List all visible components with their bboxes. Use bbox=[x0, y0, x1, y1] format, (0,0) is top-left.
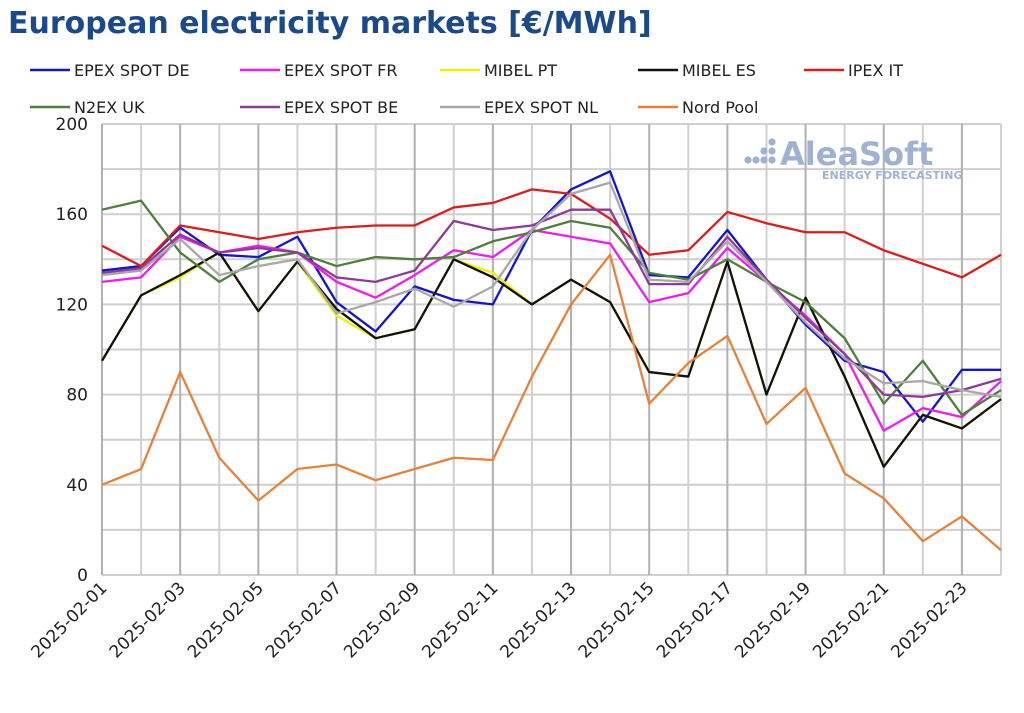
x-tick-label: 2025-02-15 bbox=[575, 578, 659, 662]
watermark-text: AleaSoft bbox=[780, 135, 933, 173]
legend-label: IPEX IT bbox=[848, 61, 903, 80]
series-line-mibel-es bbox=[101, 251, 1002, 468]
legend-label: N2EX UK bbox=[74, 98, 145, 117]
series-line-epex-spot-fr bbox=[101, 228, 1002, 432]
x-tick-label: 2025-02-05 bbox=[184, 578, 268, 662]
x-tick-label: 2025-02-23 bbox=[887, 578, 971, 662]
legend-label: EPEX SPOT FR bbox=[284, 61, 398, 80]
y-tick-label: 120 bbox=[56, 295, 88, 315]
logo-dot bbox=[768, 156, 776, 164]
legend-label: Nord Pool bbox=[682, 98, 758, 117]
logo-dot bbox=[768, 138, 776, 146]
logo-dot bbox=[768, 147, 776, 155]
y-tick-label: 80 bbox=[66, 386, 88, 406]
series-line-epex-spot-be bbox=[101, 208, 1002, 399]
watermark-subtext: ENERGY FORECASTING bbox=[822, 169, 962, 182]
legend-label: EPEX SPOT NL bbox=[484, 98, 598, 117]
x-tick-label: 2025-02-11 bbox=[418, 578, 502, 662]
x-tick-label: 2025-02-19 bbox=[731, 578, 815, 662]
series-line-epex-spot-de bbox=[101, 170, 1001, 423]
legend-label: MIBEL ES bbox=[682, 61, 756, 80]
x-tick-label: 2025-02-01 bbox=[28, 578, 112, 662]
x-tick-label: 2025-02-21 bbox=[809, 578, 893, 662]
legend-label: EPEX SPOT BE bbox=[284, 98, 398, 117]
x-tick-label: 2025-02-07 bbox=[262, 578, 346, 662]
x-tick-label: 2025-02-03 bbox=[106, 578, 190, 662]
chart-title: European electricity markets [€/MWh] bbox=[8, 6, 652, 41]
logo-dot bbox=[760, 156, 768, 164]
logo-dot bbox=[744, 156, 752, 164]
x-tick-label: 2025-02-17 bbox=[653, 578, 737, 662]
logo-dot bbox=[752, 156, 760, 164]
y-tick-label: 200 bbox=[56, 115, 88, 135]
series-line-n2ex-uk bbox=[101, 199, 1002, 417]
y-tick-label: 40 bbox=[66, 476, 88, 496]
y-tick-label: 160 bbox=[56, 205, 88, 225]
logo-dot bbox=[760, 147, 768, 155]
series-line-nord-pool bbox=[101, 253, 1002, 552]
legend-label: MIBEL PT bbox=[484, 61, 557, 80]
x-tick-label: 2025-02-13 bbox=[497, 578, 581, 662]
series-line-mibel-pt bbox=[101, 251, 1002, 468]
legend-label: EPEX SPOT DE bbox=[74, 61, 190, 80]
x-tick-label: 2025-02-09 bbox=[340, 578, 424, 662]
series-line-epex-spot-nl bbox=[101, 181, 1002, 398]
series-line-ipex-it bbox=[101, 188, 1002, 279]
y-tick-label: 0 bbox=[77, 566, 88, 586]
